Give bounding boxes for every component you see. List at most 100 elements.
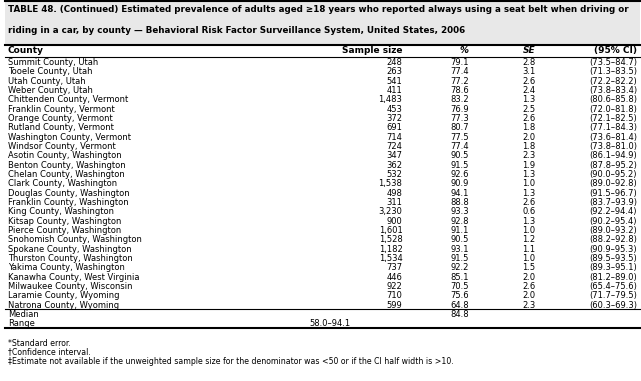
Text: 80.7: 80.7 [451, 123, 469, 132]
Text: (72.1–82.5): (72.1–82.5) [590, 114, 637, 123]
Text: Chelan County, Washington: Chelan County, Washington [8, 170, 124, 179]
Text: Benton County, Washington: Benton County, Washington [8, 160, 126, 170]
Text: 263: 263 [387, 67, 403, 76]
Text: 2.3: 2.3 [522, 151, 536, 160]
Text: 1.3: 1.3 [522, 216, 536, 226]
Text: SE: SE [523, 46, 536, 56]
Text: 2.5: 2.5 [522, 104, 536, 114]
Text: (83.7–93.9): (83.7–93.9) [589, 198, 637, 207]
Text: 1.8: 1.8 [522, 142, 536, 151]
Text: 900: 900 [387, 216, 403, 226]
Text: 1.1: 1.1 [522, 245, 536, 254]
Text: Weber County, Utah: Weber County, Utah [8, 86, 92, 95]
Text: 90.5: 90.5 [451, 151, 469, 160]
Text: Range: Range [8, 319, 35, 328]
Text: 1.0: 1.0 [522, 254, 536, 263]
Text: 90.9: 90.9 [451, 179, 469, 188]
Text: 1,538: 1,538 [378, 179, 403, 188]
Text: 1.0: 1.0 [522, 226, 536, 235]
Text: Thurston County, Washington: Thurston County, Washington [8, 254, 133, 263]
Text: Douglas County, Washington: Douglas County, Washington [8, 189, 129, 198]
Text: 78.6: 78.6 [450, 86, 469, 95]
Text: 93.3: 93.3 [451, 207, 469, 216]
Text: Tooele County, Utah: Tooele County, Utah [8, 67, 92, 76]
Text: 532: 532 [387, 170, 403, 179]
Text: 70.5: 70.5 [451, 282, 469, 291]
Text: 737: 737 [387, 263, 403, 272]
Text: 94.1: 94.1 [451, 189, 469, 198]
Text: Pierce County, Washington: Pierce County, Washington [8, 226, 121, 235]
Text: 2.6: 2.6 [522, 282, 536, 291]
Text: 498: 498 [387, 189, 403, 198]
Text: 84.8: 84.8 [451, 310, 469, 319]
Text: riding in a car, by county — Behavioral Risk Factor Surveillance System, United : riding in a car, by county — Behavioral … [8, 26, 465, 35]
Text: (60.3–69.3): (60.3–69.3) [589, 301, 637, 310]
Text: Yakima County, Washington: Yakima County, Washington [8, 263, 124, 272]
Text: 2.0: 2.0 [522, 272, 536, 282]
Text: 1.9: 1.9 [522, 160, 536, 170]
Text: †Confidence interval.: †Confidence interval. [8, 347, 90, 357]
Text: 248: 248 [387, 58, 403, 67]
Text: Rutland County, Vermont: Rutland County, Vermont [8, 123, 113, 132]
Text: 714: 714 [387, 133, 403, 142]
Text: (89.0–93.2): (89.0–93.2) [590, 226, 637, 235]
Text: 1.3: 1.3 [522, 189, 536, 198]
Text: 1.8: 1.8 [522, 123, 536, 132]
Text: (89.5–93.5): (89.5–93.5) [590, 254, 637, 263]
Text: 58.0–94.1: 58.0–94.1 [309, 319, 350, 328]
Bar [5, 1, 640, 45]
Text: 88.8: 88.8 [450, 198, 469, 207]
Text: 1.3: 1.3 [522, 95, 536, 104]
Text: (73.6–81.4): (73.6–81.4) [589, 133, 637, 142]
Text: 1.3: 1.3 [522, 170, 536, 179]
Text: 2.6: 2.6 [522, 114, 536, 123]
Text: 93.1: 93.1 [451, 245, 469, 254]
Text: 2.6: 2.6 [522, 198, 536, 207]
Text: Utah County, Utah: Utah County, Utah [8, 77, 85, 86]
Text: (81.2–89.0): (81.2–89.0) [590, 272, 637, 282]
Text: 311: 311 [387, 198, 403, 207]
Text: 75.6: 75.6 [451, 291, 469, 300]
Text: (73.5–84.7): (73.5–84.7) [589, 58, 637, 67]
Text: %: % [460, 46, 469, 56]
Text: 710: 710 [387, 291, 403, 300]
Text: 1.2: 1.2 [522, 235, 536, 244]
Text: (89.0–92.8): (89.0–92.8) [590, 179, 637, 188]
Text: (90.9–95.3): (90.9–95.3) [590, 245, 637, 254]
Text: 83.2: 83.2 [451, 95, 469, 104]
Text: 77.4: 77.4 [451, 67, 469, 76]
Text: 2.4: 2.4 [522, 86, 536, 95]
Text: 347: 347 [387, 151, 403, 160]
Text: (72.2–82.2): (72.2–82.2) [590, 77, 637, 86]
Text: (90.0–95.2): (90.0–95.2) [590, 170, 637, 179]
Text: 3.1: 3.1 [522, 67, 536, 76]
Text: (80.6–85.8): (80.6–85.8) [589, 95, 637, 104]
Text: 77.2: 77.2 [451, 77, 469, 86]
Text: 1.0: 1.0 [522, 179, 536, 188]
Text: 691: 691 [387, 123, 403, 132]
Text: (95% CI): (95% CI) [594, 46, 637, 56]
Text: Franklin County, Washington: Franklin County, Washington [8, 198, 128, 207]
Text: Sample size: Sample size [342, 46, 403, 56]
Text: 2.6: 2.6 [522, 77, 536, 86]
Text: (72.0–81.8): (72.0–81.8) [589, 104, 637, 114]
Text: 1.5: 1.5 [522, 263, 536, 272]
Text: Kanawha County, West Virginia: Kanawha County, West Virginia [8, 272, 139, 282]
Text: TABLE 48. (Continued) Estimated prevalence of adults aged ≥18 years who reported: TABLE 48. (Continued) Estimated prevalen… [8, 5, 629, 14]
Text: County: County [8, 46, 44, 56]
Text: (90.2–95.4): (90.2–95.4) [590, 216, 637, 226]
Text: (92.2–94.4): (92.2–94.4) [590, 207, 637, 216]
Text: 362: 362 [387, 160, 403, 170]
Text: Clark County, Washington: Clark County, Washington [8, 179, 117, 188]
Text: 1,534: 1,534 [379, 254, 403, 263]
Text: 64.8: 64.8 [451, 301, 469, 310]
Text: Orange County, Vermont: Orange County, Vermont [8, 114, 112, 123]
Text: 0.6: 0.6 [522, 207, 536, 216]
Text: King County, Washington: King County, Washington [8, 207, 113, 216]
Text: Snohomish County, Washington: Snohomish County, Washington [8, 235, 142, 244]
Text: 922: 922 [387, 282, 403, 291]
Text: 453: 453 [387, 104, 403, 114]
Text: 91.5: 91.5 [451, 254, 469, 263]
Text: 411: 411 [387, 86, 403, 95]
Text: (71.7–79.5): (71.7–79.5) [589, 291, 637, 300]
